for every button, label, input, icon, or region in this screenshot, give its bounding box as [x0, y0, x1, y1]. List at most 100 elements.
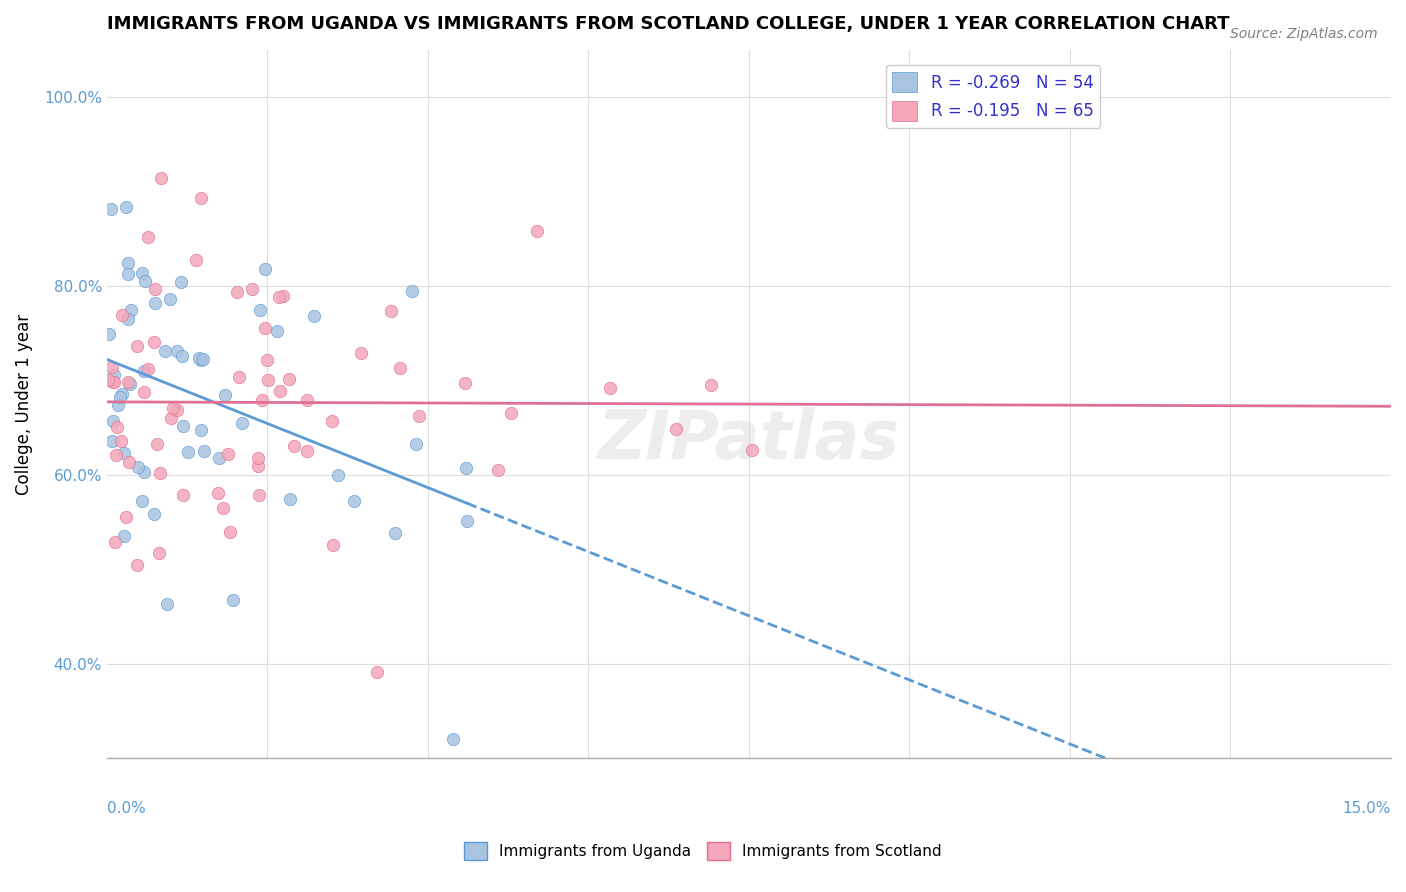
Immigrants from Uganda: [302, 310, 325, 324]
Immigrants from Uganda: [159, 293, 181, 307]
Immigrants from Scotland: [380, 304, 402, 318]
Immigrants from Uganda: [172, 349, 194, 363]
Immigrants from Scotland: [118, 455, 141, 469]
Immigrants from Uganda: [142, 507, 165, 521]
Immigrants from Scotland: [103, 375, 125, 389]
Immigrants from Scotland: [247, 488, 270, 502]
Immigrants from Uganda: [190, 353, 212, 368]
Legend: Immigrants from Uganda, Immigrants from Scotland: Immigrants from Uganda, Immigrants from …: [458, 836, 948, 866]
Legend: R = -0.269   N = 54, R = -0.195   N = 65: R = -0.269 N = 54, R = -0.195 N = 65: [886, 65, 1099, 128]
Immigrants from Uganda: [253, 262, 276, 277]
Immigrants from Scotland: [159, 411, 181, 425]
Immigrants from Uganda: [134, 364, 156, 378]
Immigrants from Scotland: [207, 485, 229, 500]
Immigrants from Scotland: [110, 434, 132, 449]
Immigrants from Scotland: [283, 439, 305, 453]
Immigrants from Scotland: [103, 535, 125, 549]
Immigrants from Scotland: [115, 510, 138, 524]
Immigrants from Scotland: [252, 392, 274, 407]
Immigrants from Uganda: [456, 514, 478, 528]
Immigrants from Scotland: [101, 375, 124, 389]
Immigrants from Uganda: [117, 256, 139, 270]
Immigrants from Uganda: [280, 491, 302, 506]
Immigrants from Scotland: [217, 447, 239, 461]
Immigrants from Scotland: [278, 372, 301, 386]
Immigrants from Scotland: [218, 525, 240, 540]
Immigrants from Uganda: [117, 312, 139, 326]
Immigrants from Scotland: [240, 282, 263, 296]
Immigrants from Uganda: [249, 302, 271, 317]
Immigrants from Uganda: [155, 597, 177, 611]
Immigrants from Scotland: [246, 450, 269, 465]
Immigrants from Scotland: [228, 370, 250, 384]
Immigrants from Scotland: [184, 252, 207, 267]
Immigrants from Uganda: [231, 416, 253, 430]
Immigrants from Uganda: [111, 387, 134, 401]
Immigrants from Uganda: [134, 465, 156, 479]
Immigrants from Scotland: [105, 419, 128, 434]
Immigrants from Scotland: [143, 335, 166, 350]
Immigrants from Uganda: [188, 351, 211, 365]
Immigrants from Scotland: [321, 414, 343, 428]
Immigrants from Uganda: [328, 468, 350, 483]
Immigrants from Uganda: [112, 446, 135, 460]
Immigrants from Scotland: [212, 501, 235, 516]
Immigrants from Uganda: [131, 493, 153, 508]
Immigrants from Uganda: [222, 593, 245, 607]
Immigrants from Uganda: [107, 398, 129, 412]
Immigrants from Uganda: [191, 351, 214, 366]
Immigrants from Uganda: [98, 327, 121, 342]
Text: IMMIGRANTS FROM UGANDA VS IMMIGRANTS FROM SCOTLAND COLLEGE, UNDER 1 YEAR CORRELA: IMMIGRANTS FROM UGANDA VS IMMIGRANTS FRO…: [107, 15, 1229, 33]
Immigrants from Uganda: [143, 296, 166, 310]
Immigrants from Uganda: [112, 529, 135, 543]
Immigrants from Scotland: [256, 353, 278, 368]
Immigrants from Uganda: [405, 437, 427, 451]
Immigrants from Uganda: [166, 344, 188, 359]
Immigrants from Scotland: [322, 538, 344, 552]
Immigrants from Uganda: [101, 414, 124, 428]
Immigrants from Uganda: [117, 267, 139, 281]
Immigrants from Scotland: [271, 289, 294, 303]
Immigrants from Scotland: [132, 384, 155, 399]
Immigrants from Scotland: [172, 488, 194, 502]
Immigrants from Scotland: [700, 378, 723, 392]
Immigrants from Uganda: [214, 388, 236, 402]
Immigrants from Uganda: [121, 302, 143, 317]
Immigrants from Scotland: [366, 665, 388, 680]
Immigrants from Scotland: [125, 558, 148, 573]
Immigrants from Scotland: [143, 282, 166, 296]
Immigrants from Uganda: [131, 266, 153, 280]
Immigrants from Scotland: [349, 346, 371, 360]
Text: ZIPatlas: ZIPatlas: [598, 407, 900, 473]
Immigrants from Scotland: [146, 437, 169, 451]
Immigrants from Uganda: [153, 343, 176, 358]
Text: Source: ZipAtlas.com: Source: ZipAtlas.com: [1230, 27, 1378, 41]
Immigrants from Uganda: [172, 419, 194, 434]
Immigrants from Scotland: [166, 402, 188, 417]
Immigrants from Uganda: [103, 368, 125, 383]
Immigrants from Scotland: [100, 359, 122, 374]
Immigrants from Scotland: [408, 409, 430, 423]
Immigrants from Uganda: [134, 274, 156, 288]
Immigrants from Scotland: [247, 459, 270, 474]
Immigrants from Scotland: [162, 401, 184, 416]
Immigrants from Scotland: [526, 224, 548, 238]
Immigrants from Uganda: [127, 459, 149, 474]
Immigrants from Uganda: [115, 200, 138, 214]
Immigrants from Scotland: [136, 230, 159, 244]
Immigrants from Scotland: [269, 290, 291, 304]
Text: 15.0%: 15.0%: [1343, 801, 1391, 816]
Immigrants from Scotland: [149, 467, 172, 481]
Immigrants from Scotland: [295, 443, 318, 458]
Immigrants from Uganda: [401, 284, 423, 298]
Immigrants from Scotland: [254, 320, 277, 334]
Immigrants from Uganda: [441, 732, 464, 747]
Immigrants from Uganda: [266, 324, 288, 338]
Immigrants from Uganda: [454, 460, 477, 475]
Immigrants from Uganda: [118, 376, 141, 391]
Immigrants from Scotland: [104, 448, 127, 462]
Immigrants from Uganda: [110, 390, 132, 404]
Immigrants from Scotland: [148, 546, 170, 560]
Immigrants from Uganda: [177, 444, 200, 458]
Immigrants from Uganda: [193, 444, 215, 458]
